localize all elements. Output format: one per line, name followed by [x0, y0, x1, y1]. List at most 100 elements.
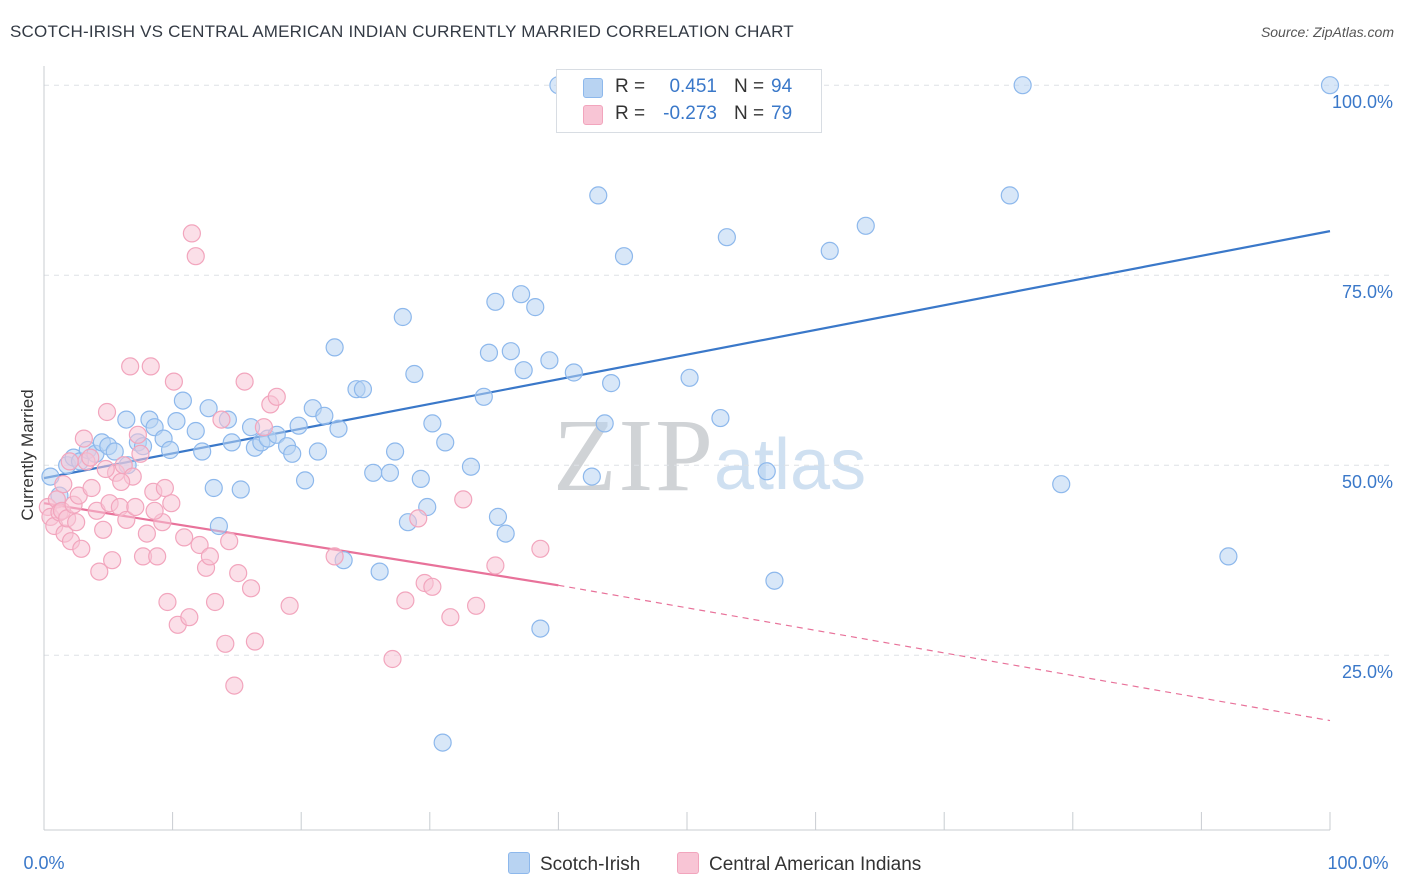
scotch-irish-point — [231, 480, 250, 499]
central-american-indian-point — [383, 649, 402, 669]
source-label: Source: ZipAtlas.com — [1260, 24, 1394, 40]
legend-n-label: N = — [734, 103, 765, 124]
central-american-indian-point — [186, 247, 205, 266]
central-american-indian-point — [182, 224, 201, 243]
scotch-irish-point — [315, 406, 334, 425]
central-american-indian-point — [131, 444, 150, 463]
central-american-indian-point — [117, 510, 136, 530]
central-american-indian-point — [254, 418, 274, 437]
scotch-irish-point — [380, 463, 400, 482]
scotch-irish-point — [364, 463, 383, 482]
legend-r-value: -0.273 — [663, 103, 717, 124]
central-american-indian-point — [212, 410, 231, 429]
legend-item-scotch-irish: Scotch-Irish — [508, 852, 640, 876]
legend-swatch-blue — [583, 78, 603, 98]
scotch-irish-point — [1052, 475, 1071, 494]
scotch-irish-point — [765, 571, 784, 590]
scotch-irish-point — [595, 414, 614, 433]
y-tick-label: 100.0% — [1332, 92, 1393, 112]
tick-labels: 25.0% 50.0% 75.0% 100.0% 0.0% 100.0% Currently… — [18, 92, 1393, 873]
scotch-irish-point — [589, 186, 608, 205]
legend-label-central-american-indians: Central American Indians — [709, 854, 922, 875]
legend-item-central-american-indians: Central American Indians — [677, 852, 921, 876]
scotch-irish-point — [289, 416, 308, 435]
scotch-irish-point — [186, 421, 205, 441]
central-american-indian-point — [190, 535, 209, 555]
central-american-indian-point — [97, 402, 117, 422]
scotch-irish-point — [199, 399, 218, 418]
legend-r-label: R = — [615, 76, 646, 97]
central-american-indian-point — [162, 494, 181, 513]
central-american-indian-point — [112, 472, 131, 492]
central-american-indian-point — [423, 577, 442, 596]
scotch-irish-point — [602, 374, 621, 393]
scotch-irish-point — [474, 387, 493, 406]
central-american-indian-point — [155, 478, 174, 498]
correlation-legend: R = 0.451 N = 94 R = -0.273 N = 79 — [556, 69, 822, 133]
central-american-indian-point — [396, 591, 415, 610]
scotch-irish-point — [488, 507, 508, 526]
scotch-irish-point — [393, 307, 412, 327]
legend-r-label: R = — [615, 103, 646, 124]
legend-n-label: N = — [734, 76, 765, 97]
central-american-indian-point — [531, 539, 550, 558]
scotch-irish-point — [479, 343, 499, 362]
central-american-indian-point — [145, 501, 164, 520]
scotch-irish-point — [1320, 76, 1340, 95]
legend-label-scotch-irish: Scotch-Irish — [540, 854, 641, 875]
axes — [43, 66, 1331, 831]
scotch-irish-point — [564, 363, 583, 382]
scotch-irish-point — [1000, 186, 1019, 205]
central-american-indian-point — [241, 579, 261, 598]
scotch-irish-point — [433, 733, 452, 752]
scotch-irish-point — [222, 433, 241, 452]
scotch-irish-point — [512, 285, 531, 304]
chart-title: SCOTCH-IRISH VS CENTRAL AMERICAN INDIAN … — [10, 22, 794, 41]
central-american-indian-point — [67, 513, 86, 532]
central-american-indian-point — [128, 425, 147, 444]
central-american-indian-point — [280, 596, 299, 615]
legend-row-central-american-indians: R = -0.273 N = 79 — [557, 101, 821, 127]
central-american-indian-point — [220, 532, 239, 551]
y-tick-label: 75.0% — [1342, 282, 1393, 302]
central-american-indian-point — [72, 539, 91, 558]
y-tick-label: 25.0% — [1342, 662, 1393, 682]
central-american-indian-point — [205, 592, 225, 612]
central-american-indian-point — [81, 448, 100, 467]
trend-lines — [43, 230, 1331, 722]
scotch-irish-point — [514, 361, 533, 380]
legend-n-value: 94 — [771, 76, 793, 97]
scotch-irish-point — [209, 516, 228, 536]
data-points — [38, 76, 1340, 752]
scotch-irish-point — [385, 442, 405, 461]
central-american-indian-point — [103, 551, 122, 570]
central-american-indian-point — [141, 357, 160, 376]
central-american-indian-point — [180, 608, 199, 627]
scotch-irish-point — [411, 469, 430, 488]
scotch-irish-point — [193, 442, 212, 461]
central-american-indian-point — [229, 564, 248, 583]
scotch-irish-point — [283, 444, 302, 463]
x-tick-label: 100.0% — [1327, 853, 1388, 873]
central-american-indian-point — [486, 556, 505, 575]
scotch-irish-point — [501, 342, 520, 361]
central-american-indian-point — [82, 478, 101, 498]
scotch-irish-point — [204, 478, 223, 498]
scotch-irish-point — [680, 368, 699, 387]
scotch-irish-point — [423, 414, 442, 433]
watermark-atlas: atlas — [714, 425, 867, 505]
central-american-indian-point — [148, 547, 167, 566]
central-american-indian-trend-extension — [558, 584, 1331, 722]
central-american-indian-point — [126, 497, 145, 517]
scotch-irish-point — [1219, 547, 1238, 566]
legend-swatch-pink — [583, 105, 603, 125]
legend-n-value: 79 — [771, 103, 793, 124]
legend-row-scotch-irish: R = 0.451 N = 94 — [557, 74, 821, 100]
scotch-irish-point — [486, 292, 505, 311]
legend-r-value: 0.451 — [669, 76, 717, 97]
central-american-indian-point — [54, 475, 73, 494]
central-american-indian-point — [267, 387, 286, 406]
central-american-indian-point — [158, 592, 177, 612]
central-american-indian-point — [164, 372, 183, 391]
